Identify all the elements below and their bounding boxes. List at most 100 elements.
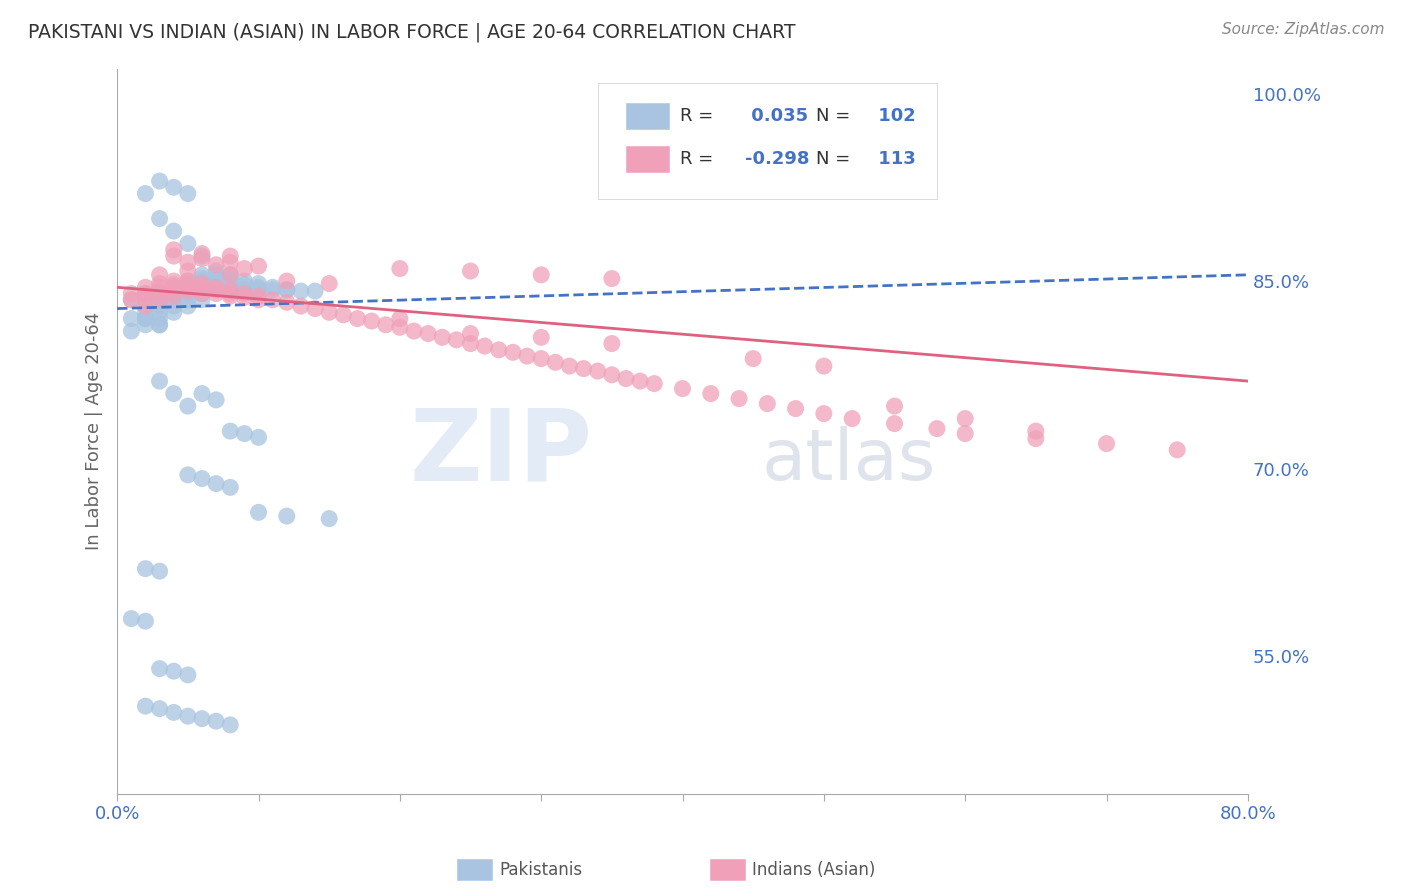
Point [460, 326, 482, 341]
Point [149, 318, 172, 332]
Point [134, 280, 156, 294]
Point [219, 283, 242, 297]
Point [290, 284, 312, 298]
Y-axis label: In Labor Force | Age 20-64: In Labor Force | Age 20-64 [86, 312, 103, 550]
Point [163, 283, 186, 297]
Point [191, 386, 214, 401]
Text: Source: ZipAtlas.com: Source: ZipAtlas.com [1222, 22, 1385, 37]
Point [233, 283, 256, 297]
Point [149, 268, 172, 282]
Point [163, 293, 186, 307]
Point [219, 268, 242, 282]
Point [149, 286, 172, 301]
Point [205, 264, 228, 278]
Point [247, 283, 270, 297]
Point [233, 286, 256, 301]
Point [247, 259, 270, 273]
Point [177, 286, 200, 301]
Point [841, 411, 863, 425]
Point [191, 283, 214, 297]
Point [177, 255, 200, 269]
Point [177, 280, 200, 294]
Point [785, 401, 807, 416]
Point [460, 336, 482, 351]
Point [388, 320, 411, 334]
Point [219, 274, 242, 288]
Point [191, 286, 214, 301]
Point [149, 311, 172, 326]
Point [134, 311, 156, 326]
FancyBboxPatch shape [598, 83, 936, 199]
Point [219, 424, 242, 438]
Point [149, 318, 172, 332]
Point [304, 301, 326, 316]
Point [219, 268, 242, 282]
Point [134, 614, 156, 628]
Point [516, 349, 538, 363]
Point [163, 286, 186, 301]
Point [120, 311, 142, 326]
Point [191, 268, 214, 282]
Point [671, 382, 693, 396]
Point [247, 289, 270, 303]
Text: 113: 113 [873, 150, 917, 169]
Point [205, 283, 228, 297]
Point [388, 261, 411, 276]
Point [262, 283, 284, 297]
Point [502, 345, 524, 359]
Point [586, 364, 609, 378]
Point [402, 324, 425, 338]
Point [530, 330, 553, 344]
Point [163, 180, 186, 194]
Point [1095, 436, 1118, 450]
Point [191, 252, 214, 266]
Point [1025, 432, 1047, 446]
Point [262, 293, 284, 307]
Text: Indians (Asian): Indians (Asian) [752, 861, 876, 879]
Point [883, 417, 905, 431]
Point [247, 430, 270, 444]
Point [530, 268, 553, 282]
Point [205, 280, 228, 294]
Point [247, 293, 270, 307]
Text: atlas: atlas [762, 425, 936, 494]
FancyBboxPatch shape [626, 146, 669, 172]
Text: N =: N = [815, 107, 851, 125]
Point [163, 243, 186, 257]
Point [149, 286, 172, 301]
Point [163, 299, 186, 313]
Point [163, 386, 186, 401]
Point [149, 662, 172, 676]
Point [304, 284, 326, 298]
Point [276, 283, 298, 297]
Point [149, 289, 172, 303]
Point [205, 476, 228, 491]
Point [191, 246, 214, 260]
Point [163, 249, 186, 263]
Point [134, 186, 156, 201]
Point [191, 712, 214, 726]
Point [134, 305, 156, 319]
Text: Pakistanis: Pakistanis [499, 861, 582, 879]
Point [219, 480, 242, 494]
Point [177, 236, 200, 251]
Point [205, 271, 228, 285]
Point [628, 374, 651, 388]
Point [1025, 424, 1047, 438]
Point [205, 277, 228, 292]
Point [177, 299, 200, 313]
Text: R =: R = [681, 150, 713, 169]
Point [163, 224, 186, 238]
Point [177, 293, 200, 307]
Point [219, 718, 242, 732]
Point [474, 339, 496, 353]
Point [572, 361, 595, 376]
Point [149, 564, 172, 578]
Point [149, 280, 172, 294]
Point [177, 668, 200, 682]
Point [247, 277, 270, 291]
Text: -0.298: -0.298 [745, 150, 810, 169]
Point [276, 283, 298, 297]
Point [149, 299, 172, 313]
Point [460, 264, 482, 278]
